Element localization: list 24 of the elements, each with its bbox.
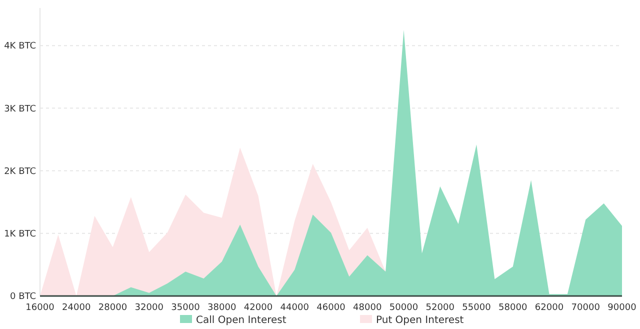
x-tick-label: 58000 bbox=[498, 303, 528, 313]
x-tick-label: 48000 bbox=[353, 303, 382, 313]
x-tick-label: 44000 bbox=[280, 303, 310, 313]
y-tick-label: 1K BTC bbox=[4, 230, 36, 240]
x-tick-label: 28000 bbox=[98, 303, 128, 313]
x-tick-label: 55000 bbox=[462, 303, 492, 313]
legend-label: Call Open Interest bbox=[196, 315, 286, 326]
x-tick-label: 42000 bbox=[244, 303, 273, 313]
x-tick-label: 38000 bbox=[208, 303, 236, 313]
x-tick-label: 16000 bbox=[26, 303, 55, 313]
x-tick-label: 90000 bbox=[608, 303, 637, 313]
y-tick-label: 2K BTC bbox=[4, 166, 36, 177]
y-tick-label: 4K BTC bbox=[4, 42, 36, 52]
x-tick-label: 35000 bbox=[171, 303, 200, 313]
x-tick-label: 32000 bbox=[134, 303, 164, 313]
legend-label: Put Open Interest bbox=[376, 315, 464, 326]
x-tick-label: 50000 bbox=[389, 303, 418, 313]
x-tick-label: 24000 bbox=[62, 303, 91, 313]
x-tick-label: 62000 bbox=[534, 303, 564, 313]
x-tick-label: 46000 bbox=[316, 303, 346, 313]
x-tick-label: 70000 bbox=[571, 303, 600, 313]
y-tick-label: 0 BTC bbox=[10, 292, 36, 302]
x-tick-label: 52000 bbox=[426, 303, 455, 313]
y-tick-label: 3K BTC bbox=[4, 104, 36, 114]
